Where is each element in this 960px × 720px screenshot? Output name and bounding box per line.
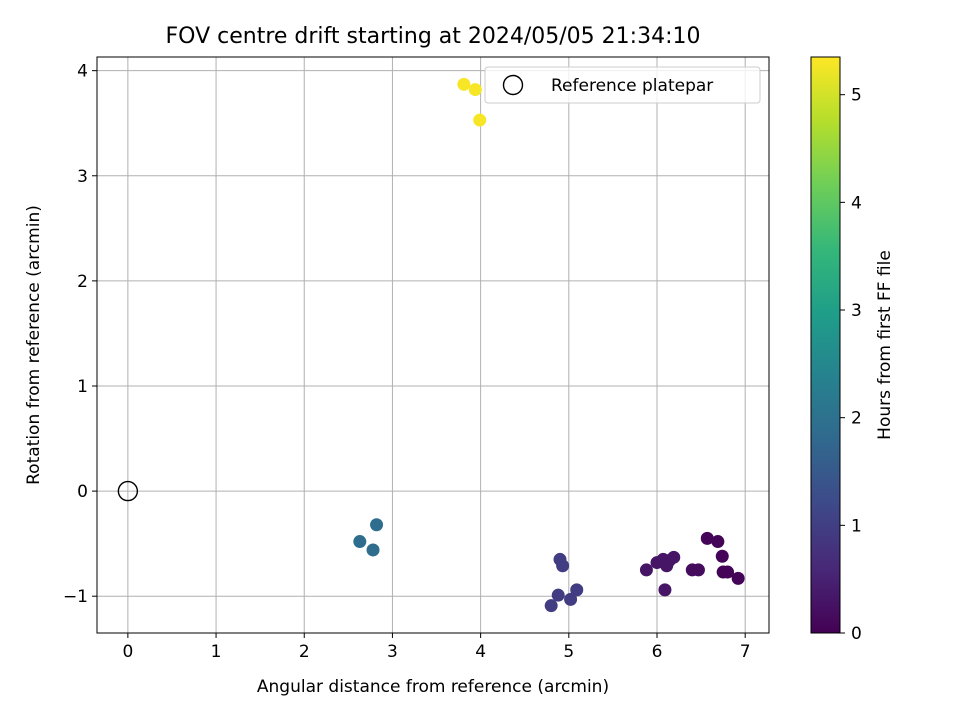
data-point — [639, 563, 653, 577]
colorbar-tick-label: 3 — [851, 301, 862, 321]
data-point — [544, 599, 558, 613]
legend-marker-reference — [502, 74, 524, 96]
plot-frame — [96, 56, 770, 634]
data-point — [473, 113, 487, 127]
data-point — [564, 592, 578, 606]
x-tick-label: 3 — [387, 642, 398, 662]
data-point — [468, 83, 482, 97]
colorbar-tick-label: 2 — [851, 409, 862, 429]
data-point — [700, 531, 714, 545]
y-tick-label: 2 — [77, 272, 88, 292]
colorbar-tick-label: 4 — [851, 193, 862, 213]
colorbar-tick-label: 5 — [851, 86, 862, 106]
grid-layer — [97, 57, 769, 633]
data-point — [691, 563, 705, 577]
data-point — [658, 583, 672, 597]
colorbar-label: Hours from first FF file — [875, 250, 895, 440]
data-point — [715, 549, 729, 563]
ticks-layer: 0 1 2 3 4 5 6 7 −1 0 1 2 3 4 — [63, 62, 751, 662]
data-point — [551, 588, 565, 602]
x-tick-label: 7 — [740, 642, 751, 662]
y-tick-label: 3 — [77, 167, 88, 187]
chart-title: FOV centre drift starting at 2024/05/05 … — [166, 24, 701, 49]
colorbar-ticks: 0 1 2 3 4 5 — [840, 86, 862, 644]
data-point — [711, 535, 725, 549]
y-tick-label: 4 — [77, 62, 88, 82]
data-point — [353, 535, 367, 549]
x-tick-label: 2 — [299, 642, 310, 662]
colorbar-gradient — [810, 56, 841, 634]
x-tick-label: 4 — [475, 642, 486, 662]
legend: Reference platepar — [484, 66, 761, 104]
points-layer — [117, 77, 745, 613]
legend-box — [484, 66, 761, 104]
x-tick-label: 5 — [563, 642, 574, 662]
x-tick-label: 6 — [652, 642, 663, 662]
colorbar-tick-label: 1 — [851, 516, 862, 536]
y-tick-label: 0 — [77, 482, 88, 502]
x-tick-label: 0 — [122, 642, 133, 662]
reference-marker — [117, 480, 139, 502]
data-point — [570, 583, 584, 597]
data-point — [370, 518, 384, 532]
x-tick-label: 1 — [211, 642, 222, 662]
data-point — [366, 543, 380, 557]
legend-label-reference: Reference platepar — [551, 76, 713, 96]
y-axis-label: Rotation from reference (arcmin) — [24, 205, 44, 485]
y-tick-label: −1 — [63, 587, 88, 607]
y-tick-label: 1 — [77, 377, 88, 397]
colorbar: 0 1 2 3 4 5 Hours from first FF file — [810, 56, 895, 644]
x-axis-label: Angular distance from reference (arcmin) — [257, 677, 609, 697]
data-point — [721, 565, 735, 579]
data-point — [667, 550, 681, 564]
data-point — [731, 571, 745, 585]
data-point — [556, 559, 570, 573]
data-point — [457, 77, 471, 91]
colorbar-tick-label: 0 — [851, 624, 862, 644]
